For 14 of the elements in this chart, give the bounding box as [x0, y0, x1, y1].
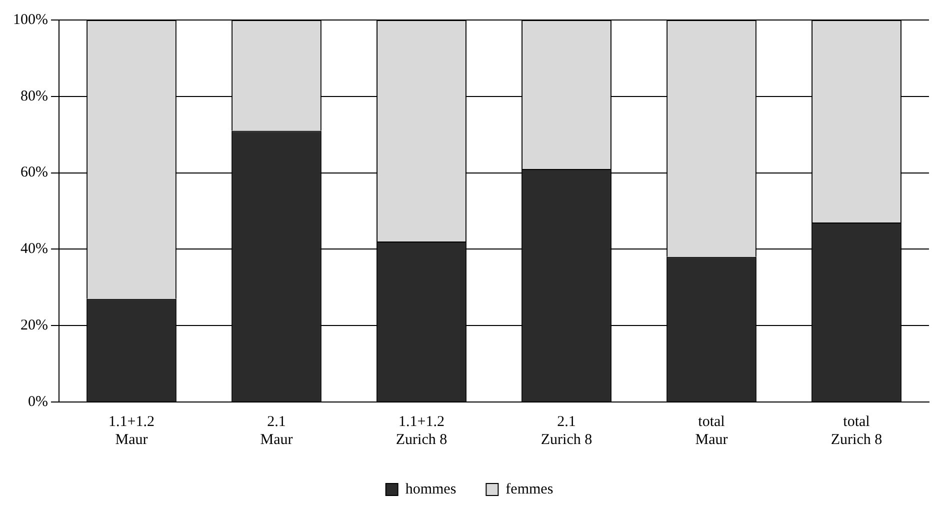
y-tick-label: 60% [20, 164, 48, 181]
x-tick-label: total Zurich 8 [830, 414, 882, 448]
y-tick-label: 100% [12, 12, 48, 28]
y-tick-label: 0% [28, 394, 48, 410]
x-tick-label: total Maur [695, 414, 728, 448]
legend-label: femmes [506, 481, 554, 498]
y-tick-label: 20% [20, 318, 48, 334]
y-tick-label: 40% [20, 241, 48, 258]
x-tick-label: 2.1 Maur [260, 414, 293, 448]
y-tick-label: 80% [20, 88, 48, 104]
x-tick-label: 1.1+1.2 Maur [108, 414, 154, 448]
x-tick-label: 2.1 Zurich 8 [540, 414, 592, 448]
legend-label: hommes [405, 481, 456, 498]
x-tick-label: 1.1+1.2 Zurich 8 [396, 414, 448, 448]
